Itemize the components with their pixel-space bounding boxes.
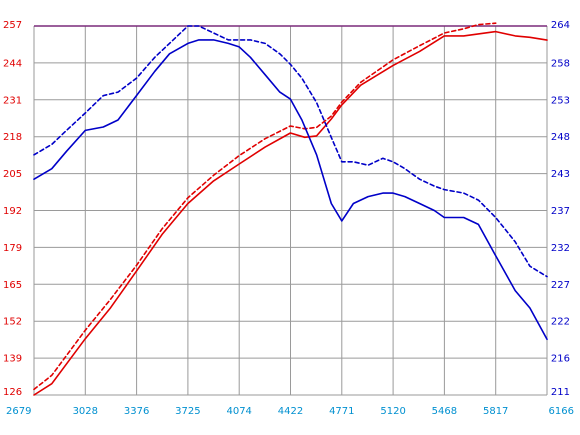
x-tick-label: 4422 — [278, 406, 303, 417]
y-left-tick-label: 205 — [3, 169, 22, 180]
series-line-2 — [33, 22, 497, 391]
x-tick-label: 2679 — [6, 406, 31, 417]
x-tick-label: 5468 — [432, 406, 457, 417]
y-right-tick-label: 211 — [551, 387, 570, 398]
series-line-4 — [33, 25, 548, 278]
y-left-tick-label: 192 — [3, 206, 22, 217]
y-left-tick-label: 165 — [3, 280, 22, 291]
y-left-tick-label: 257 — [3, 20, 22, 31]
y-left-tick-label: 126 — [3, 387, 22, 398]
y-right-tick-label: 232 — [551, 243, 570, 254]
y-right-tick-label: 243 — [551, 169, 570, 180]
grid — [33, 25, 548, 396]
y-right-tick-label: 248 — [551, 132, 570, 143]
series-group — [33, 22, 548, 396]
y-left-tick-label: 231 — [3, 95, 22, 106]
y-left-tick-label: 244 — [3, 58, 22, 69]
x-tick-label: 4771 — [329, 406, 354, 417]
x-tick-label: 5120 — [380, 406, 405, 417]
x-tick-label: 6166 — [549, 406, 574, 417]
x-tick-label: 3028 — [73, 406, 98, 417]
x-tick-label: 3376 — [124, 406, 149, 417]
y-right-tick-label: 253 — [551, 95, 570, 106]
x-tick-label: 5817 — [483, 406, 508, 417]
y-right-tick-label: 227 — [551, 280, 570, 291]
y-left-tick-label: 152 — [3, 317, 22, 328]
y-right-tick-label: 216 — [551, 354, 570, 365]
series-line-1 — [33, 30, 548, 396]
y-right-tick-label: 222 — [551, 317, 570, 328]
y-left-tick-label: 179 — [3, 243, 22, 254]
tick-labels: 2679 3028 3376 3725 4074 4422 4771 5120 5468 5817… — [3, 20, 574, 417]
x-tick-label: 3725 — [175, 406, 200, 417]
y-right-tick-label: 264 — [551, 20, 570, 31]
series-line-3 — [33, 39, 548, 341]
y-right-tick-label: 237 — [551, 206, 570, 217]
y-left-tick-label: 218 — [3, 132, 22, 143]
x-tick-label: 4074 — [226, 406, 251, 417]
y-left-tick-label: 139 — [3, 354, 22, 365]
y-right-tick-label: 258 — [551, 58, 570, 69]
